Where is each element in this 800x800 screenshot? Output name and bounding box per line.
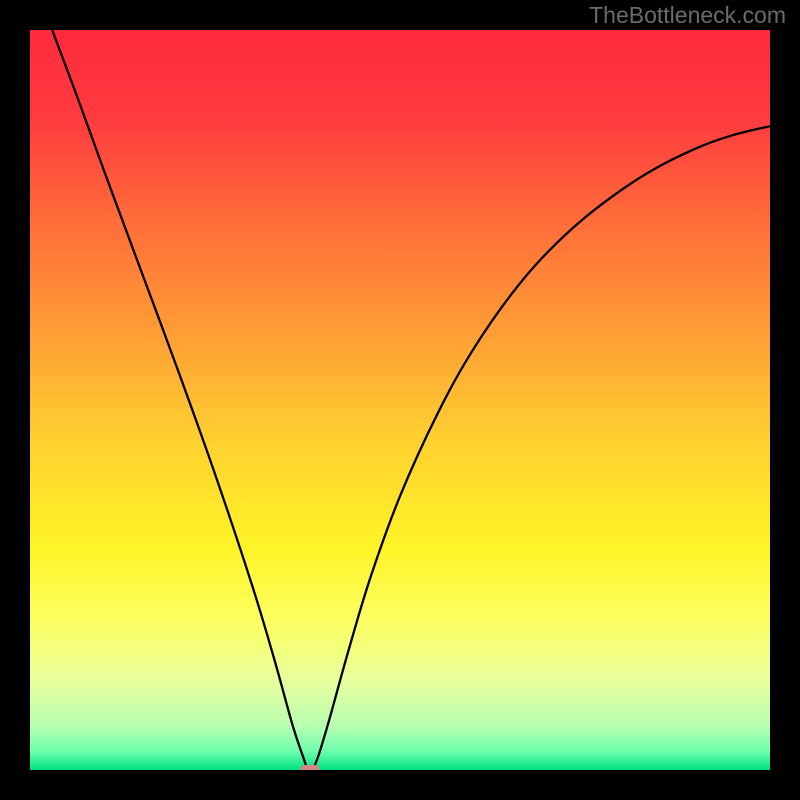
v-curve-path — [52, 30, 770, 770]
plot-area — [30, 30, 770, 770]
curve-svg — [30, 30, 770, 770]
minimum-marker — [300, 765, 320, 770]
watermark-text: TheBottleneck.com — [589, 2, 786, 29]
